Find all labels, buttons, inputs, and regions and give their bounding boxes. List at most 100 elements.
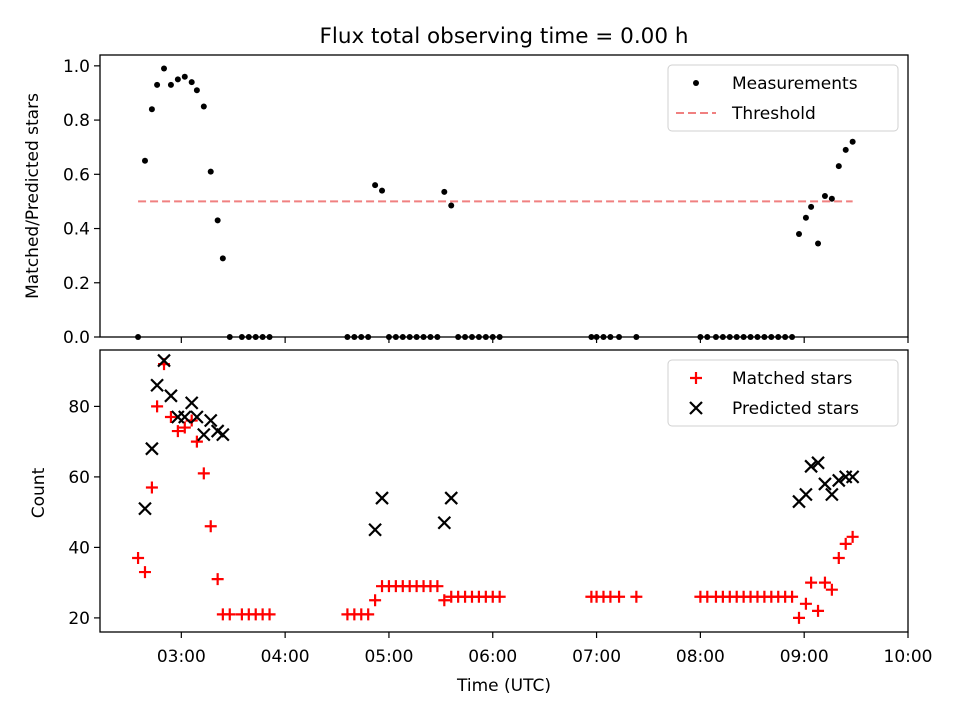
y-tick-label: 60 <box>68 468 90 488</box>
predicted-star-point <box>832 473 846 488</box>
matched-star-point <box>438 594 451 607</box>
measurement-point <box>181 73 188 80</box>
measurement-point <box>148 106 155 113</box>
matched-star-point <box>223 608 236 621</box>
matched-star-point <box>178 421 191 434</box>
measurement-point <box>207 168 214 175</box>
matched-star-point <box>812 604 825 617</box>
matched-star-point <box>786 590 799 603</box>
measurement-point <box>821 193 828 199</box>
legend-marker-dot <box>693 80 699 86</box>
predicted-star-point <box>799 487 813 502</box>
y-tick-label: 1.0 <box>63 57 90 77</box>
predicted-star-point <box>157 353 171 368</box>
lower-legend: Matched stars Predicted stars <box>667 359 899 427</box>
matched-star-point <box>792 611 805 624</box>
predicted-star-point <box>164 389 178 403</box>
matched-star-point <box>846 530 859 543</box>
measurement-point <box>379 187 386 194</box>
y-tick-label: 0.2 <box>63 274 90 294</box>
matched-star-point <box>630 590 643 603</box>
measurement-point <box>167 81 174 88</box>
matched-star-point <box>204 520 217 533</box>
measurement-point <box>161 65 168 72</box>
x-tick-label: 06:00 <box>468 647 517 667</box>
measurement-point <box>808 203 815 210</box>
x-tick-label: 09:00 <box>780 647 829 667</box>
predicted-star-point <box>368 522 382 537</box>
matched-star-point <box>362 608 375 621</box>
predicted-star-point <box>178 410 192 424</box>
measurement-point <box>141 157 148 164</box>
measurement-point <box>188 79 195 86</box>
lower-plot-frame <box>99 349 909 633</box>
predicted-star-point <box>138 501 152 516</box>
measurement-point <box>214 217 221 224</box>
matched-star-point <box>818 576 831 589</box>
matched-star-point <box>839 537 852 550</box>
predicted-star-point <box>804 459 818 474</box>
matched-star-point <box>211 573 224 586</box>
legend-marker-x <box>689 401 703 415</box>
measurement-point <box>200 103 207 110</box>
measurement-point <box>835 163 842 170</box>
predicted-star-point <box>150 378 164 393</box>
legend-box <box>667 64 899 132</box>
chart-title: Flux total observing time = 0.00 h <box>320 24 689 49</box>
y-tick-label: 80 <box>68 397 90 417</box>
predicted-star-point <box>444 491 459 505</box>
matched-star-point <box>138 566 151 579</box>
matched-star-point <box>799 597 812 610</box>
legend-label: Measurements <box>732 74 858 94</box>
predicted-star-point <box>145 441 159 456</box>
matched-star-point <box>613 590 626 603</box>
x-tick-label: 10:00 <box>884 647 933 667</box>
predicted-star-point <box>203 413 218 428</box>
x-tick-label: 03:00 <box>157 647 206 667</box>
measurement-point <box>849 138 856 145</box>
predicted-star-point <box>825 487 839 502</box>
predicted-star-point <box>197 427 211 442</box>
measurement-point <box>448 202 455 209</box>
matched-star-point <box>145 481 158 494</box>
measurement-point <box>174 76 181 83</box>
measurement-point <box>828 195 835 202</box>
x-axis-label: Time (UTC) <box>456 676 551 696</box>
matched-star-point <box>825 583 838 596</box>
matched-star-point <box>171 425 184 438</box>
measurement-point <box>193 87 200 94</box>
predicted-star-point <box>818 477 832 491</box>
legend-label: Matched stars <box>732 369 852 389</box>
predicted-star-point <box>845 470 860 484</box>
matched-star-point <box>263 608 276 621</box>
upper-y-axis-label: Matched/Predicted stars <box>23 93 43 299</box>
y-tick-label: 0.0 <box>63 328 90 348</box>
legend-marker-plus <box>690 372 702 384</box>
matched-star-point <box>197 467 210 480</box>
measurement-point <box>219 255 226 262</box>
matched-star-point <box>164 410 177 423</box>
upper-plot-panel: 0.0 0.2 0.4 0.6 0.8 1.0 Matched/Predicted sta… <box>23 54 909 348</box>
predicted-star-point <box>190 410 204 424</box>
x-tick-label: 05:00 <box>364 647 413 667</box>
matched-star-point <box>832 551 845 564</box>
x-tick-label: 08:00 <box>676 647 725 667</box>
predicted-star-point <box>437 515 452 530</box>
predicted-star-point <box>811 456 825 470</box>
measurement-point <box>372 182 379 189</box>
matched-star-point <box>805 576 818 589</box>
measurement-point <box>842 146 849 153</box>
predicted-star-point <box>216 427 230 442</box>
y-tick-label: 0.4 <box>63 220 90 240</box>
legend-label: Threshold <box>731 104 816 124</box>
y-tick-label: 20 <box>68 609 90 629</box>
measurement-point <box>441 188 448 195</box>
matched-star-point <box>151 400 164 413</box>
upper-plot-frame <box>99 54 909 338</box>
predicted-star-point <box>184 396 199 410</box>
matched-star-point <box>493 590 506 603</box>
measurement-point <box>802 214 809 221</box>
y-tick-label: 0.8 <box>63 111 90 131</box>
x-tick-label: 04:00 <box>261 647 310 667</box>
